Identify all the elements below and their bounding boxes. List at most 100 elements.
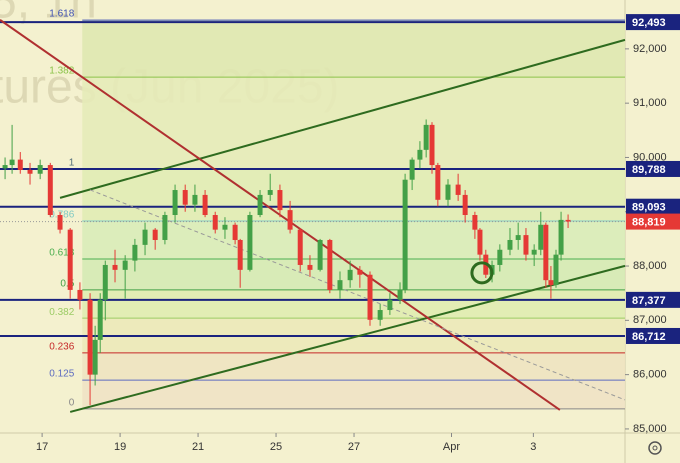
fib-label: 0 <box>69 397 75 408</box>
y-tick-label: 88,000 <box>633 260 667 272</box>
candle-body <box>92 339 98 375</box>
watermark: 5, 1h <box>0 0 97 29</box>
fib-label: 0.382 <box>49 307 74 318</box>
price-label: 87,377 <box>632 295 666 307</box>
trendline <box>59 38 626 199</box>
candle-body <box>247 215 253 270</box>
y-tick-label: 90,000 <box>633 151 667 163</box>
candle-body <box>162 215 168 240</box>
y-tick-label: 87,000 <box>633 314 667 326</box>
fib-band <box>82 77 625 169</box>
price-label-box <box>626 291 680 308</box>
candle-body <box>57 215 63 230</box>
price-label-box <box>626 198 680 215</box>
fib-band <box>82 168 625 221</box>
candle-body <box>47 165 53 216</box>
candle-body <box>367 274 373 320</box>
candle-body <box>387 299 393 311</box>
candle-body <box>507 239 513 250</box>
fib-label: 1.618 <box>49 9 74 20</box>
fib-label: 0.618 <box>49 248 74 259</box>
y-tick-label: 91,000 <box>633 97 667 109</box>
fib-band <box>82 20 625 78</box>
x-tick-label: 27 <box>348 441 360 453</box>
candle-body <box>423 124 429 150</box>
x-tick-label: Apr <box>443 441 460 453</box>
x-tick-label: 3 <box>530 441 536 453</box>
candle-body <box>558 219 564 255</box>
candle-body <box>357 269 363 275</box>
y-tick-label: 86,000 <box>633 369 667 381</box>
candle-body <box>543 224 549 281</box>
candle-body <box>202 194 208 216</box>
candle-body <box>102 264 108 300</box>
fib-label: 1.382 <box>49 66 74 77</box>
candle-body <box>212 215 218 230</box>
candle-body <box>435 165 441 200</box>
candle-body <box>112 264 118 270</box>
candle-body <box>397 289 403 300</box>
candle-body <box>347 269 353 281</box>
candle-body <box>132 244 138 261</box>
candle-body <box>337 280 343 290</box>
x-tick-label: 19 <box>114 441 126 453</box>
price-label: 86,712 <box>632 331 666 343</box>
candle-body <box>477 229 483 255</box>
candle-body <box>538 224 544 250</box>
candle-body <box>377 310 383 320</box>
candle-body <box>17 159 23 170</box>
fib-band <box>82 289 625 319</box>
candle-body <box>515 235 521 240</box>
price-label: 89,788 <box>632 164 666 176</box>
candle-body <box>307 264 313 270</box>
candle-body <box>417 149 423 160</box>
y-tick-label: 85,000 <box>633 423 667 435</box>
candle-body <box>87 299 93 375</box>
candle-body <box>287 210 293 230</box>
fib-label: 1 <box>69 157 75 168</box>
trendline <box>89 189 626 401</box>
candle-body <box>523 235 529 255</box>
price-label-box <box>626 160 680 177</box>
x-tick-label: 21 <box>192 441 204 453</box>
candle-body <box>222 224 228 230</box>
fib-label: 0.125 <box>49 369 74 380</box>
candle-body <box>317 239 323 270</box>
candle-body <box>462 194 468 216</box>
settings-icon[interactable] <box>648 441 662 455</box>
candle-body <box>277 190 283 211</box>
candle-body <box>531 249 537 255</box>
candle-body <box>67 229 73 290</box>
marker <box>470 261 494 285</box>
candle-body <box>497 249 503 265</box>
candle-body <box>237 239 243 270</box>
candle-body <box>548 280 554 286</box>
price-label: 92,493 <box>632 17 666 29</box>
price-label: 88,819 <box>632 216 666 228</box>
candle-body <box>553 254 559 286</box>
candle-body <box>402 179 408 290</box>
candle-body <box>9 159 15 166</box>
x-tick-label: 17 <box>36 441 48 453</box>
price-label-box <box>626 327 680 344</box>
fib-band <box>82 352 625 381</box>
candle-body <box>172 190 178 216</box>
candle-body <box>409 159 415 180</box>
candle-body <box>27 169 33 174</box>
candle-body <box>152 229 158 240</box>
price-label-box <box>626 213 680 230</box>
fib-label: 0.5 <box>60 279 74 290</box>
y-tick-label: 92,000 <box>633 43 667 55</box>
candle-body <box>97 299 103 340</box>
candle-body <box>142 229 148 245</box>
trendline <box>69 264 626 413</box>
candle-body <box>232 224 238 240</box>
fib-label: 0.236 <box>49 342 74 353</box>
price-label-box <box>626 14 680 31</box>
candle-body <box>565 219 571 222</box>
candle-body <box>37 165 43 174</box>
price-label: 89,093 <box>632 202 666 214</box>
candle-body <box>455 184 461 195</box>
candle-body <box>77 289 83 300</box>
